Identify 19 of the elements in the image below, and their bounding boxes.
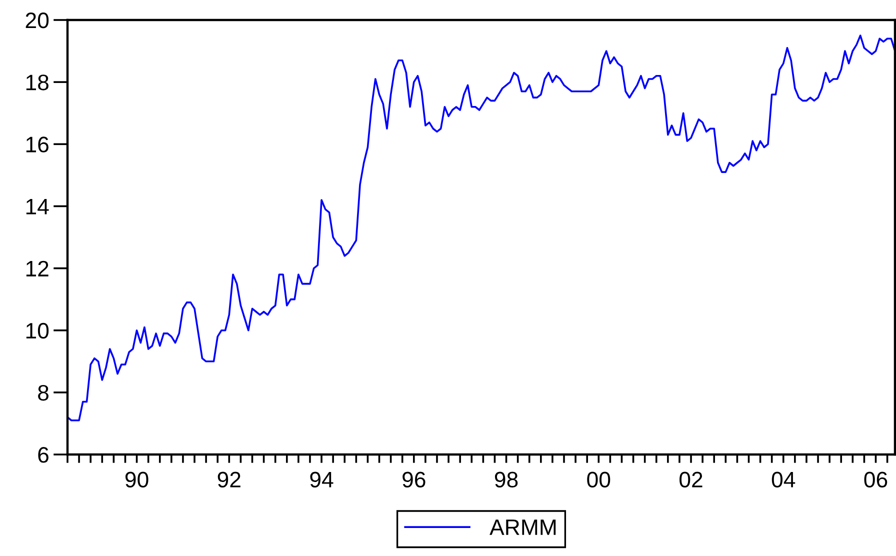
x-tick-label: 04 (772, 472, 796, 488)
x-tick-label: 98 (494, 472, 518, 488)
y-tick-label: 20 (26, 12, 49, 28)
y-tick-label: 8 (38, 384, 48, 401)
y-tick-label: 16 (26, 136, 48, 152)
x-tick-label: 90 (125, 472, 148, 488)
y-tick-label: 14 (26, 198, 49, 214)
x-tick-label: 94 (310, 472, 334, 488)
x-tick-label: 92 (218, 472, 240, 488)
x-tick-label: 06 (864, 472, 888, 488)
legend-label: ARMM (490, 520, 556, 535)
x-tick-label: 96 (402, 472, 426, 488)
y-tick-label: 6 (38, 447, 48, 463)
y-tick-label: 10 (26, 322, 49, 339)
y-tick-label: 12 (26, 260, 48, 276)
x-tick-label: 00 (587, 472, 610, 488)
y-tick-label: 18 (26, 74, 48, 90)
line-series (68, 34, 895, 422)
x-tick-label: 02 (680, 472, 702, 488)
